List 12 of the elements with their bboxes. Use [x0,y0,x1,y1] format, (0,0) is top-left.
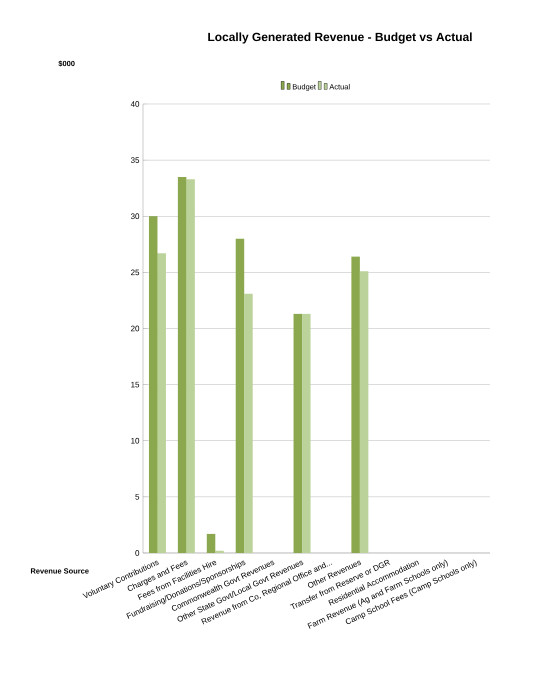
bar [178,176,186,553]
bar [351,256,360,553]
bar [294,314,302,553]
bar [186,179,195,553]
bar [360,271,368,553]
bar [157,253,166,553]
bar [206,534,216,553]
bar [302,314,311,553]
bar [236,238,244,553]
bar [244,294,253,553]
chart-title: Locally Generated Revenue - Budget vs Actual [208,32,472,44]
bar [148,216,158,553]
